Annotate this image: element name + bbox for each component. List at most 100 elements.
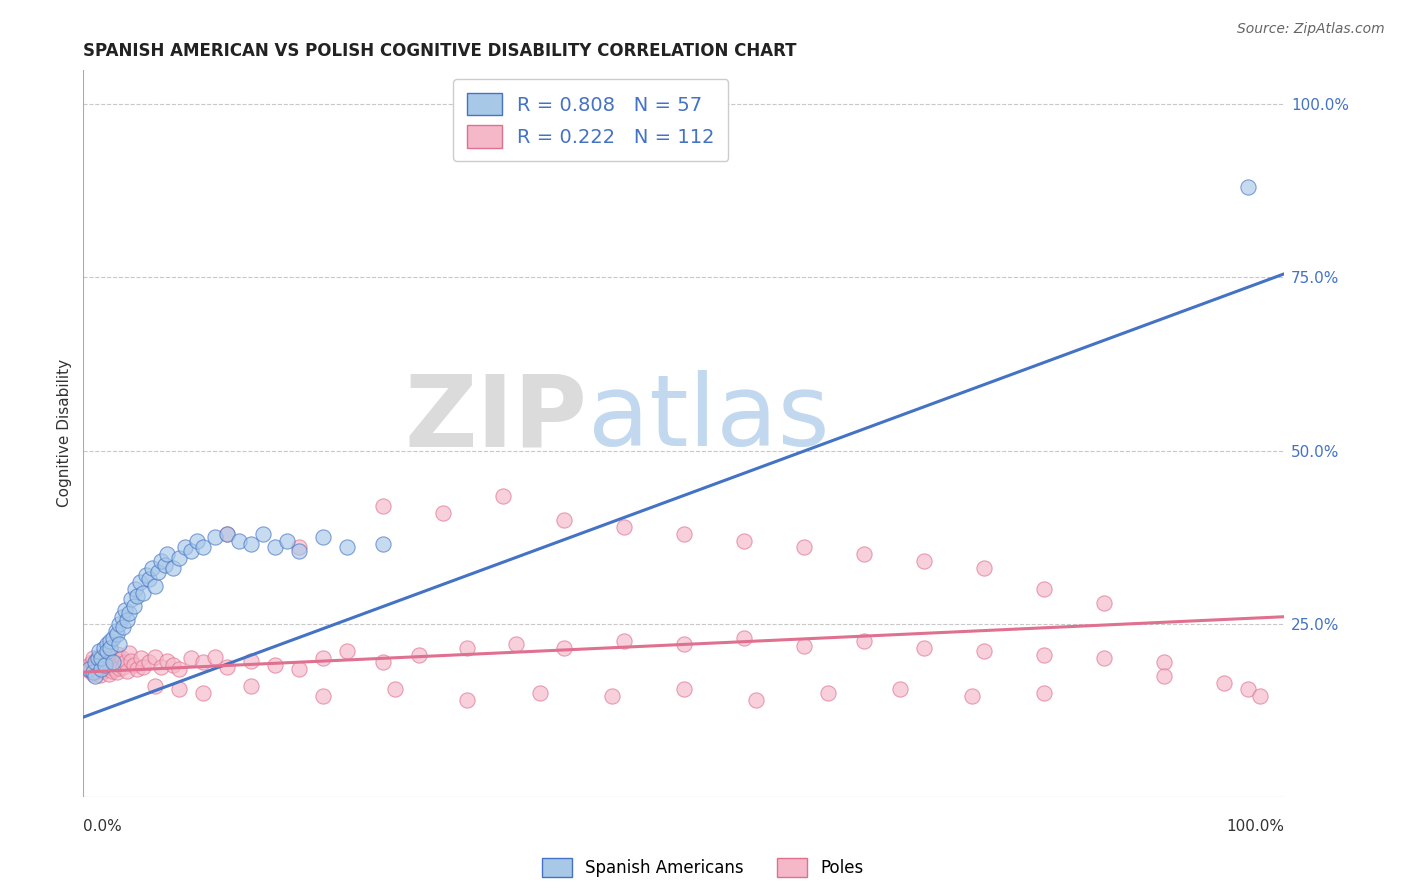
Point [336, 644, 359, 658]
Point [973, 561, 995, 575]
Point [86, 654, 108, 668]
Point [312, 690, 335, 704]
Point [264, 541, 287, 555]
Point [373, 537, 395, 551]
Point [101, 664, 124, 678]
Point [672, 682, 695, 697]
Point [793, 541, 815, 555]
Point [129, 651, 152, 665]
Point [97, 666, 120, 681]
Point [82, 666, 104, 681]
Point [98, 634, 121, 648]
Point [312, 530, 335, 544]
Point [141, 561, 163, 575]
Point [288, 544, 311, 558]
Point [94, 653, 117, 667]
Point [852, 548, 875, 562]
Point [193, 541, 215, 555]
Point [108, 616, 131, 631]
Point [153, 558, 176, 572]
Point [80, 655, 103, 669]
Text: 100.0%: 100.0% [1226, 819, 1284, 834]
Point [118, 607, 141, 621]
Point [252, 526, 274, 541]
Point [132, 585, 155, 599]
Point [156, 548, 179, 562]
Point [852, 634, 875, 648]
Point [456, 693, 478, 707]
Point [84, 657, 107, 671]
Point [83, 659, 105, 673]
Point [1237, 682, 1260, 697]
Point [104, 624, 127, 638]
Point [79, 662, 101, 676]
Point [114, 603, 136, 617]
Point [960, 690, 983, 704]
Point [84, 668, 107, 682]
Point [217, 526, 239, 541]
Point [82, 665, 104, 680]
Point [94, 658, 117, 673]
Point [79, 658, 101, 673]
Point [86, 653, 108, 667]
Y-axis label: Cognitive Disability: Cognitive Disability [58, 359, 72, 508]
Point [384, 682, 406, 697]
Point [143, 679, 166, 693]
Point [180, 544, 202, 558]
Point [128, 575, 150, 590]
Point [169, 662, 191, 676]
Point [150, 659, 173, 673]
Point [193, 656, 215, 670]
Point [87, 661, 110, 675]
Point [553, 640, 575, 655]
Point [180, 651, 202, 665]
Point [973, 644, 995, 658]
Point [87, 644, 110, 658]
Point [612, 634, 634, 648]
Point [228, 533, 250, 548]
Point [108, 657, 131, 671]
Point [456, 640, 478, 655]
Point [90, 659, 112, 673]
Point [111, 659, 134, 673]
Point [120, 654, 142, 668]
Point [98, 659, 121, 673]
Point [103, 655, 125, 669]
Point [193, 686, 215, 700]
Point [432, 506, 454, 520]
Point [1153, 668, 1175, 682]
Point [89, 668, 111, 682]
Point [169, 682, 191, 697]
Point [733, 631, 755, 645]
Point [87, 649, 110, 664]
Point [889, 682, 911, 697]
Point [240, 679, 263, 693]
Point [336, 541, 359, 555]
Point [94, 662, 117, 676]
Point [93, 654, 115, 668]
Point [793, 639, 815, 653]
Point [146, 565, 169, 579]
Point [105, 627, 128, 641]
Point [105, 647, 128, 661]
Point [118, 646, 141, 660]
Point [86, 651, 108, 665]
Point [912, 640, 935, 655]
Point [138, 572, 160, 586]
Point [76, 662, 98, 676]
Legend: R = 0.808   N = 57, R = 0.222   N = 112: R = 0.808 N = 57, R = 0.222 N = 112 [453, 79, 728, 161]
Point [312, 651, 335, 665]
Point [84, 655, 107, 669]
Point [276, 533, 298, 548]
Point [103, 654, 125, 668]
Point [288, 662, 311, 676]
Point [373, 499, 395, 513]
Point [84, 665, 107, 680]
Point [132, 659, 155, 673]
Point [169, 550, 191, 565]
Point [1032, 648, 1054, 662]
Point [91, 664, 114, 678]
Point [90, 662, 112, 676]
Point [120, 592, 142, 607]
Point [612, 519, 634, 533]
